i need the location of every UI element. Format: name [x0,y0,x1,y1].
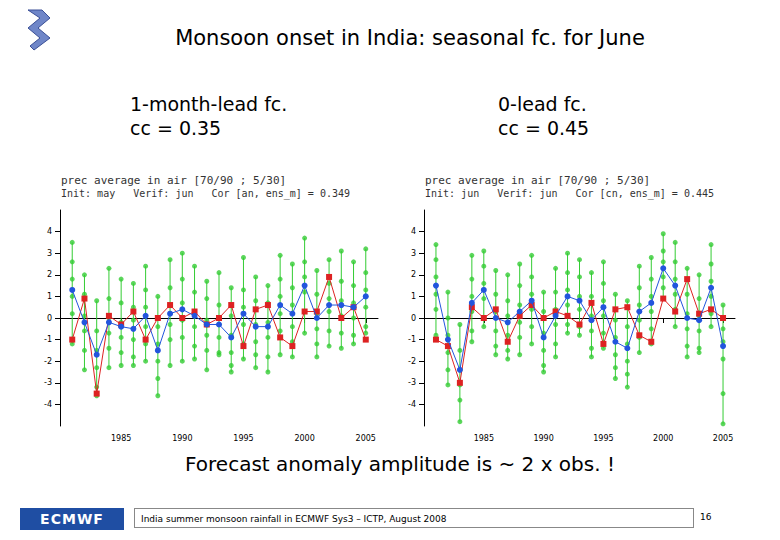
svg-text:prec average in air [70/90 ; 5: prec average in air [70/90 ; 5/30] [425,174,650,187]
svg-text:1995: 1995 [233,434,253,443]
svg-text:1990: 1990 [533,434,553,443]
svg-text:1995: 1995 [593,434,613,443]
html-text:India summer monsoon rainfall: India summer monsoon rainfall in ECMWF S… [141,514,447,524]
svg-text:2005: 2005 [356,434,376,443]
html-text:Forecast anomaly amplitude is: Forecast anomaly amplitude is ~ 2 x obs.… [185,452,615,476]
svg-text:Init: may Verif: jun Cor [: Init: may Verif: jun Cor [an, ens_m] = 0… [61,188,350,200]
html-text:cc = 0.45: cc = 0.45 [498,117,590,139]
svg-text:-1: -1 [44,335,52,344]
html-text:ECMWF: ECMWF [40,511,104,527]
svg-text:3: 3 [411,249,416,258]
svg-text:-3: -3 [44,378,52,387]
svg-text:2005: 2005 [713,434,733,443]
html-text:cc = 0.35: cc = 0.35 [130,117,222,139]
svg-text:0: 0 [411,314,416,323]
svg-text:1990: 1990 [172,434,192,443]
svg-text:4: 4 [47,227,52,236]
html-text:1-month-lead fc.: 1-month-lead fc. [130,93,288,115]
html-text:Monsoon onset in India: season: Monsoon onset in India: seasonal fc. for… [175,26,645,50]
svg-text:2000: 2000 [294,434,314,443]
svg-text:-1: -1 [408,335,416,344]
html-text:16: 16 [700,512,712,522]
svg-text:Init: jun Verif: jun Cor [: Init: jun Verif: jun Cor [cn, ens_m] = 0… [425,188,714,200]
svg-text:1: 1 [47,292,52,301]
svg-text:-4: -4 [44,400,52,409]
svg-text:-2: -2 [44,357,52,366]
svg-text:2: 2 [47,270,52,279]
svg-text:1985: 1985 [111,434,131,443]
svg-text:2000: 2000 [653,434,673,443]
svg-text:prec average in air [70/90 ; 5: prec average in air [70/90 ; 5/30] [61,174,286,187]
svg-text:-3: -3 [408,378,416,387]
svg-text:3: 3 [47,249,52,258]
svg-text:4: 4 [411,227,416,236]
html-text:0-lead fc.: 0-lead fc. [498,93,587,115]
svg-text:-2: -2 [408,357,416,366]
svg-text:1985: 1985 [474,434,494,443]
svg-text:-4: -4 [408,400,416,409]
svg-text:2: 2 [411,270,416,279]
svg-text:1: 1 [411,292,416,301]
svg-text:0: 0 [47,314,52,323]
